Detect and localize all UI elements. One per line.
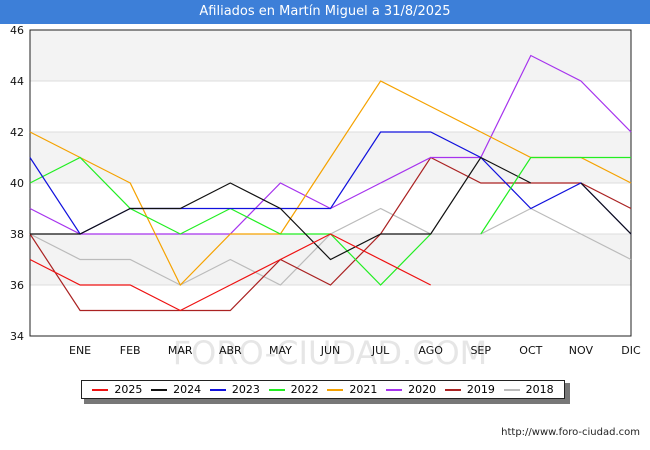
x-tick-label: SEP — [470, 344, 491, 357]
y-tick-label: 34 — [10, 330, 24, 343]
legend-label: 2020 — [408, 383, 437, 396]
legend-label: 2025 — [114, 383, 143, 396]
x-tick-label: JUN — [320, 344, 341, 357]
x-axis-ticks: ENE FEB MAR ABR MAY JUN JUL AGO SEP OCT NOV DIC — [69, 344, 641, 357]
legend-label: 2022 — [290, 383, 319, 396]
legend-item-2023: 2023 — [209, 383, 260, 396]
y-tick-label: 42 — [10, 126, 24, 139]
x-tick-label: ENE — [69, 344, 91, 357]
legend-item-2024: 2024 — [151, 383, 201, 396]
source-label: http://www.foro-ciudad.com — [501, 427, 640, 438]
watermark-text: FORO-CIUDAD.COM — [173, 334, 488, 372]
legend-swatch — [503, 388, 520, 391]
x-tick-label: MAR — [168, 344, 193, 357]
legend-label: 2018 — [525, 383, 554, 396]
legend-item-2022: 2022 — [268, 383, 319, 396]
y-tick-label: 38 — [10, 228, 24, 241]
x-tick-label: OCT — [519, 344, 542, 357]
series-line-2024 — [580, 182, 632, 235]
legend-swatch — [209, 388, 226, 391]
x-tick-label: ABR — [219, 344, 242, 357]
y-tick-label: 36 — [10, 279, 24, 292]
y-tick-label: 40 — [10, 177, 24, 190]
legend: 2025 2024 2023 2022 2021 2020 2019 2018 — [81, 380, 565, 399]
y-tick-label: 44 — [10, 75, 24, 88]
chart-title: Afiliados en Martín Miguel a 31/8/2025 — [0, 0, 650, 24]
y-tick-label: 46 — [10, 24, 24, 37]
x-tick-label: AGO — [418, 344, 443, 357]
x-tick-label: MAY — [269, 344, 292, 357]
legend-item-2019: 2019 — [444, 383, 495, 396]
legend-item-2025: 2025 — [92, 383, 142, 396]
plot-band — [30, 30, 631, 81]
legend-swatch — [444, 388, 461, 391]
legend-swatch — [268, 388, 285, 391]
legend-label: 2021 — [349, 383, 378, 396]
legend-swatch — [386, 388, 403, 391]
legend-label: 2023 — [231, 383, 260, 396]
series-layer — [29, 54, 632, 312]
x-tick-label: FEB — [120, 344, 141, 357]
x-tick-label: NOV — [569, 344, 594, 357]
legend-label: 2019 — [466, 383, 495, 396]
legend-item-2020: 2020 — [386, 383, 436, 396]
legend-label: 2024 — [173, 383, 202, 396]
y-axis-ticks: 34 36 38 40 42 44 46 — [10, 24, 24, 343]
x-tick-label: JUL — [371, 344, 390, 357]
series-line-2024 — [30, 156, 532, 261]
line-chart: FORO-CIUDAD.COM 34 36 38 40 42 44 46 ENE FEB MAR… — [10, 24, 641, 372]
legend-swatch — [92, 388, 109, 391]
x-tick-label: DIC — [621, 344, 641, 357]
legend-item-2018: 2018 — [503, 383, 554, 396]
series-line-2022 — [480, 156, 631, 235]
series-line-2025 — [29, 233, 431, 312]
legend-item-2021: 2021 — [327, 383, 377, 396]
legend-swatch — [151, 388, 168, 391]
legend-swatch — [327, 388, 344, 391]
